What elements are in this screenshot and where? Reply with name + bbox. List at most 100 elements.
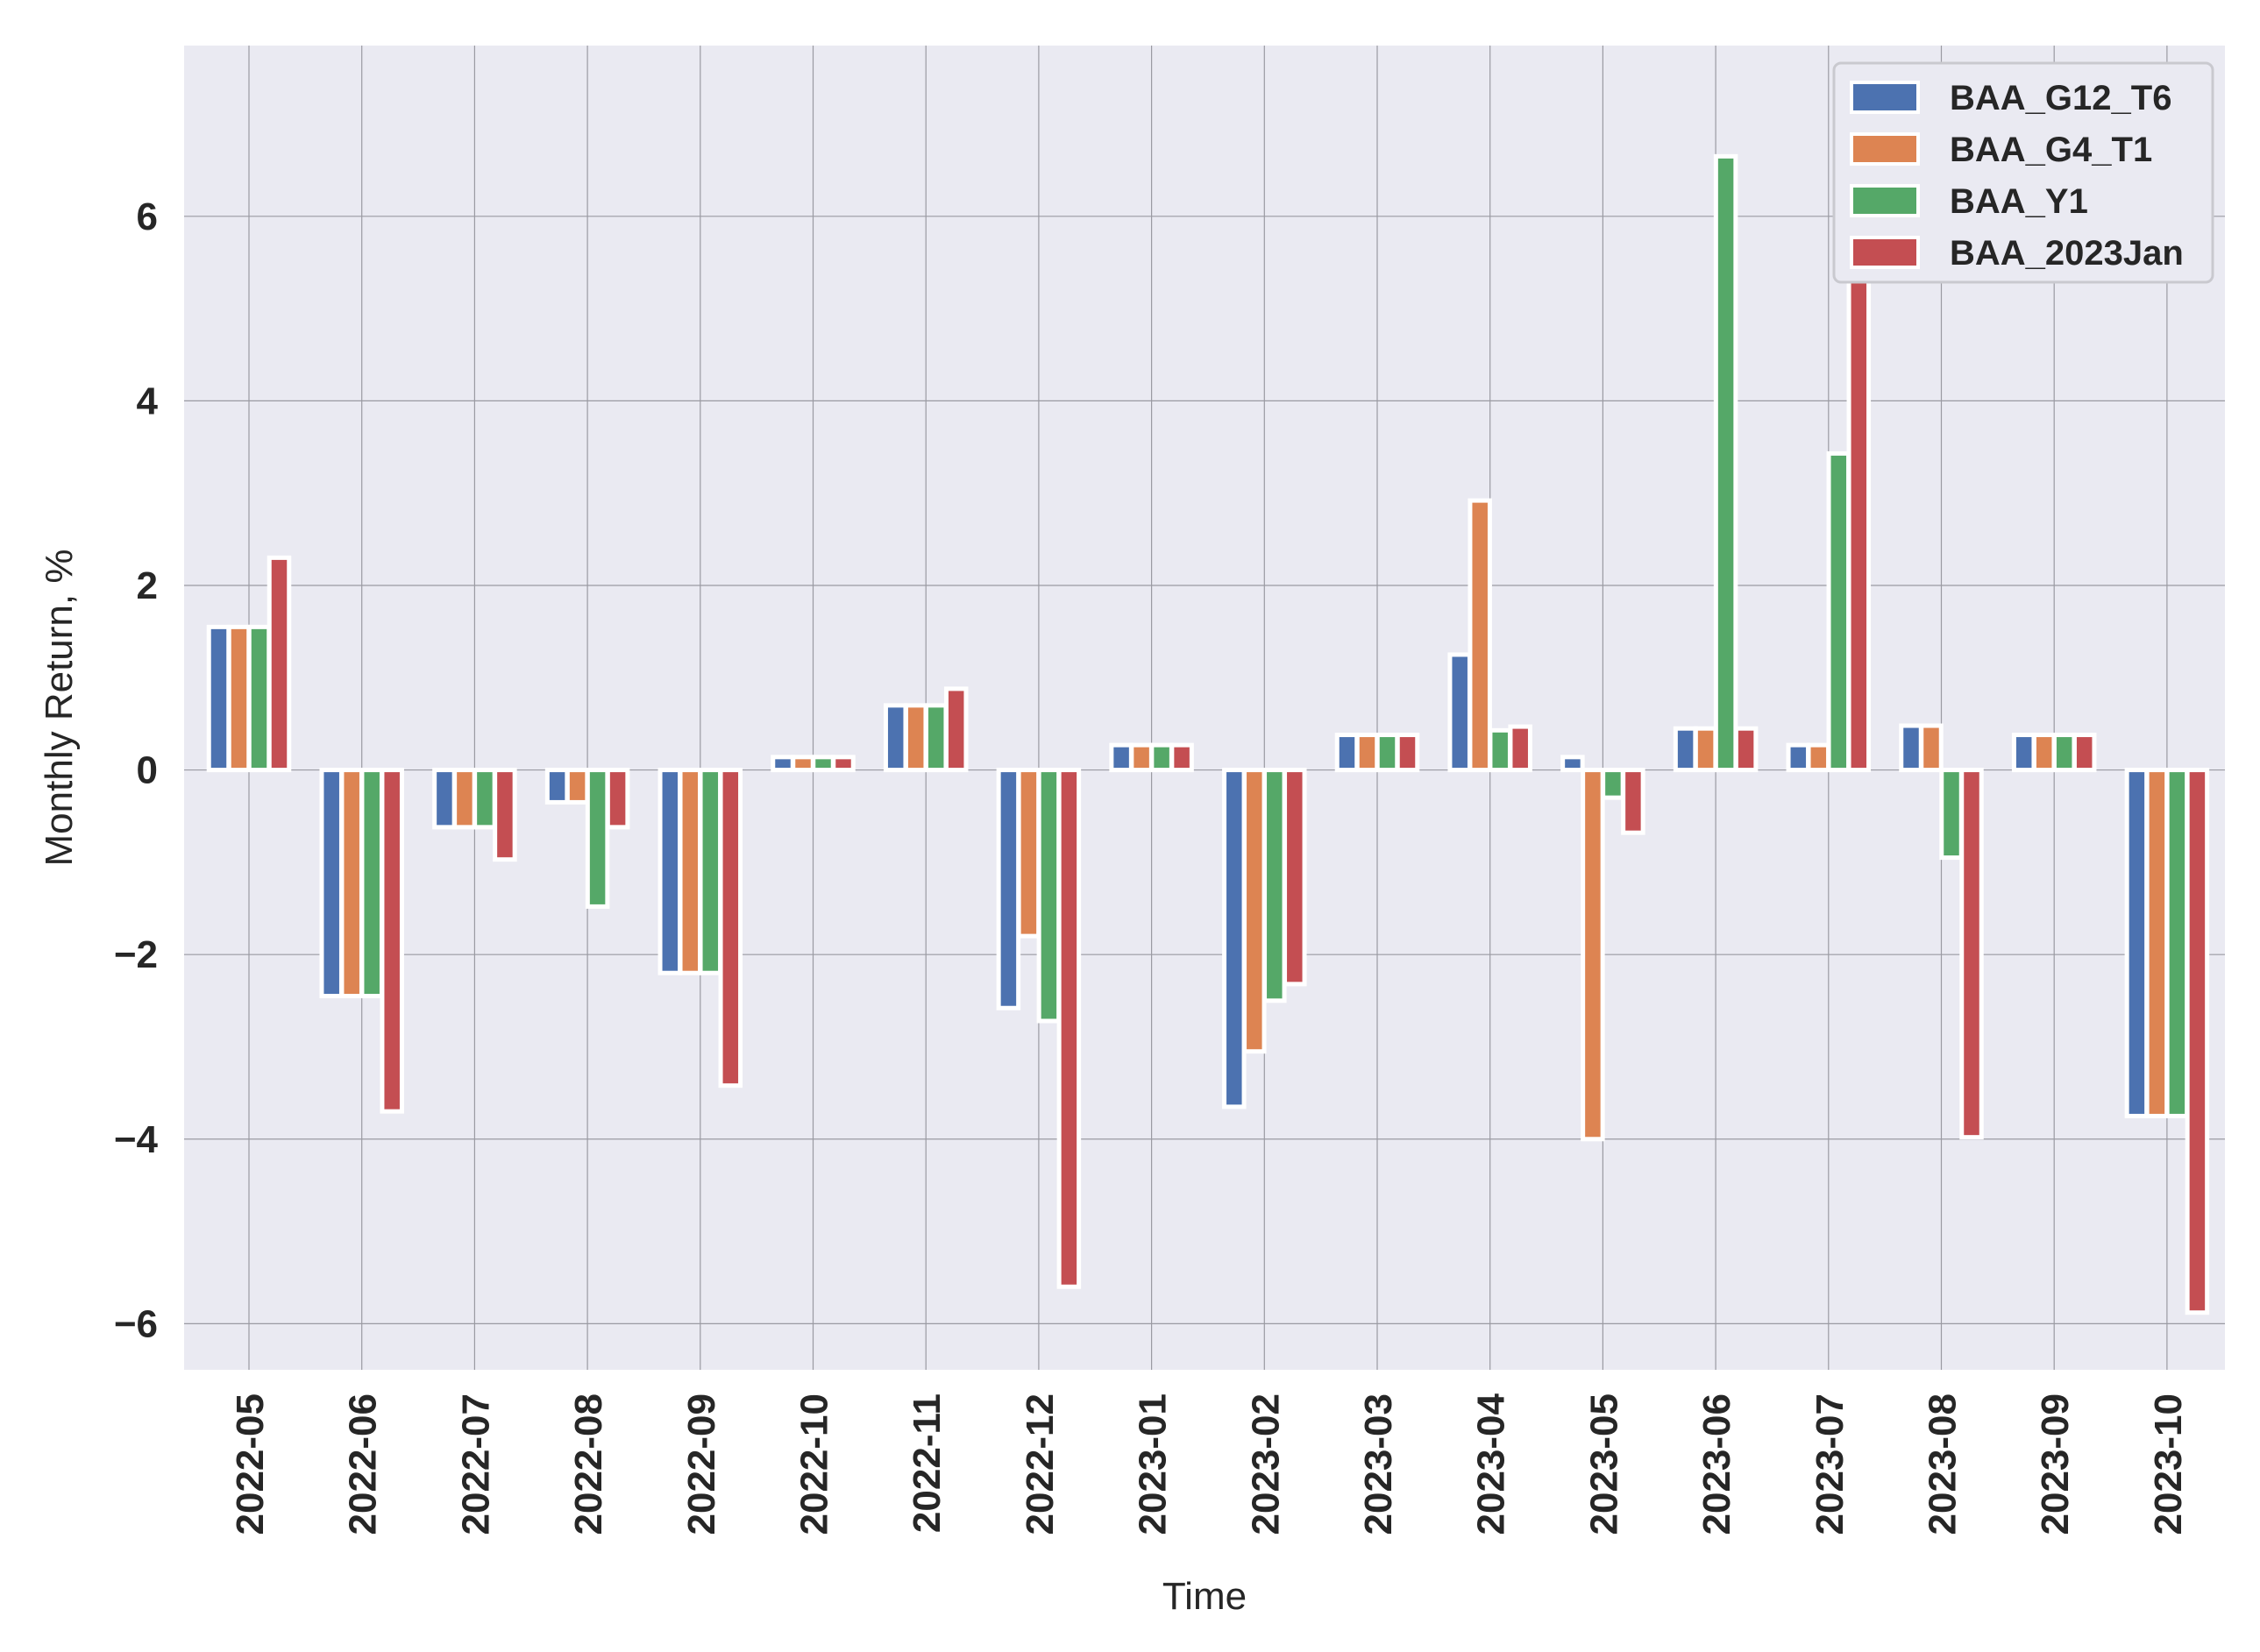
bar — [2185, 768, 2210, 1315]
bar — [1447, 652, 1472, 773]
x-tick-label: 2022-07 — [454, 1393, 497, 1535]
bar — [1508, 724, 1532, 773]
bar — [605, 768, 630, 830]
bar — [565, 768, 590, 805]
x-tick-label: 2023-05 — [1582, 1393, 1625, 1535]
legend-swatch — [1850, 236, 1920, 269]
bar — [1899, 723, 1923, 773]
bar — [1826, 450, 1851, 773]
x-tick-labels: 2022-05 2022-06 2022-07 2022-08 2022-09 2022-… — [229, 1393, 2190, 1535]
x-tick-label: 2022-08 — [567, 1393, 610, 1535]
x-tick-label: 2023-01 — [1132, 1393, 1175, 1535]
bar — [246, 624, 272, 773]
x-tick-label: 2023-10 — [2147, 1393, 2190, 1535]
bar — [1560, 755, 1585, 773]
legend: BAA_G12_T6 BAA_G4_T1 BAA_Y1 BAA_2023Jan — [1832, 61, 2214, 284]
bar — [1786, 742, 1811, 773]
y-tick-label: −6 — [114, 1302, 158, 1345]
bar — [2072, 733, 2097, 773]
y-tick-label: 6 — [137, 195, 158, 238]
bar — [2031, 733, 2057, 773]
bar — [811, 755, 835, 773]
y-tick-labels: −6 −4 −2 0 2 4 6 — [114, 195, 159, 1346]
bars — [206, 101, 2210, 1315]
bar — [1601, 768, 1625, 800]
bar — [943, 686, 969, 773]
bar — [883, 703, 908, 773]
bar — [1713, 153, 1738, 773]
x-axis-label: Time — [1162, 1575, 1247, 1618]
bar — [831, 755, 856, 773]
bar — [2144, 768, 2170, 1118]
bar — [380, 768, 404, 1114]
bar — [1169, 742, 1194, 773]
bar — [718, 768, 743, 1088]
bar — [1016, 768, 1041, 939]
bar — [1242, 768, 1267, 1054]
bar — [1468, 498, 1492, 773]
bar — [544, 768, 570, 805]
y-axis-label: Monthly Return, % — [38, 549, 81, 867]
bar — [319, 768, 344, 999]
bar — [771, 755, 795, 773]
bar — [903, 703, 928, 773]
bar — [1262, 768, 1287, 1003]
y-tick-label: −4 — [114, 1118, 159, 1161]
x-tick-label: 2023-04 — [1470, 1393, 1513, 1535]
bar — [678, 768, 703, 975]
legend-label: BAA_Y1 — [1950, 182, 2088, 221]
bar — [2124, 768, 2150, 1118]
bar — [267, 555, 292, 773]
legend-swatch — [1850, 184, 1920, 217]
bar — [1283, 768, 1307, 987]
bar — [585, 768, 610, 909]
bar — [432, 768, 457, 830]
x-tick-label: 2022-10 — [793, 1393, 836, 1535]
bar — [2051, 733, 2077, 773]
bar — [1395, 733, 1420, 773]
x-tick-label: 2022-05 — [229, 1393, 272, 1535]
y-tick-label: 4 — [137, 379, 159, 422]
x-tick-label: 2023-08 — [1922, 1393, 1965, 1535]
bar — [1036, 768, 1062, 1024]
bar — [1621, 768, 1645, 835]
bar — [226, 624, 252, 773]
bar — [1939, 768, 1964, 861]
bar — [359, 768, 384, 999]
bar — [1581, 768, 1605, 1142]
x-tick-label: 2022-12 — [1019, 1393, 1062, 1535]
bar — [698, 768, 723, 975]
y-tick-label: 0 — [137, 749, 158, 792]
bar — [1959, 768, 1984, 1140]
bar — [1693, 726, 1718, 773]
bar — [206, 624, 231, 773]
bar — [657, 768, 683, 975]
y-tick-label: −2 — [114, 933, 158, 976]
bar — [2011, 733, 2036, 773]
x-tick-label: 2022-09 — [680, 1393, 723, 1535]
bar — [791, 755, 815, 773]
legend-box — [1832, 61, 2214, 284]
x-tick-label: 2022-06 — [342, 1393, 385, 1535]
legend-label: BAA_G12_T6 — [1950, 79, 2171, 117]
bar — [493, 768, 517, 862]
bar — [1733, 726, 1759, 773]
bar — [1488, 727, 1512, 773]
bar — [1149, 742, 1174, 773]
bar — [1673, 726, 1698, 773]
x-tick-label: 2023-09 — [2034, 1393, 2077, 1535]
legend-swatch — [1850, 81, 1920, 114]
x-tick-label: 2023-06 — [1695, 1393, 1738, 1535]
x-tick-label: 2023-07 — [1809, 1393, 1851, 1535]
bar — [1222, 768, 1247, 1110]
bar — [1109, 742, 1134, 773]
bar — [1354, 733, 1380, 773]
bar — [1375, 733, 1400, 773]
bar — [1129, 742, 1154, 773]
bar — [473, 768, 497, 830]
x-tick-label: 2022-11 — [906, 1393, 949, 1533]
legend-swatch — [1850, 132, 1920, 166]
bar — [996, 768, 1021, 1010]
legend-label: BAA_2023Jan — [1950, 234, 2184, 273]
